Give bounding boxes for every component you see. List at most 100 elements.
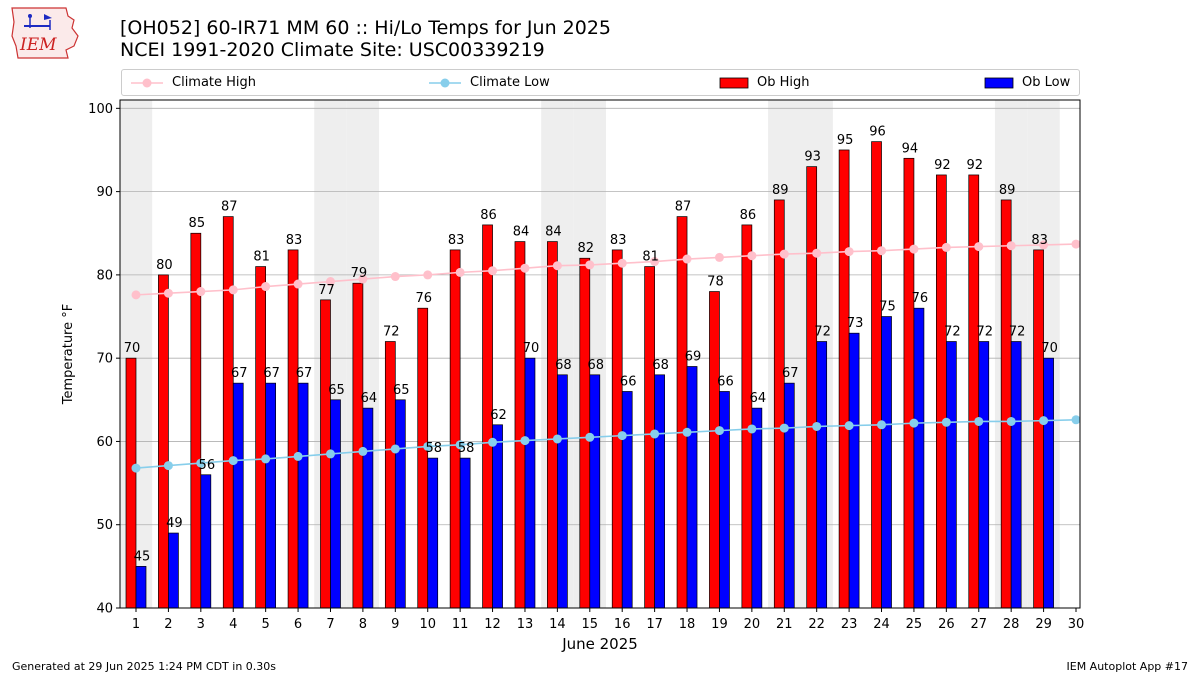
ob-low-bar-label: 66 (717, 374, 734, 389)
climate-low-point (1006, 416, 1016, 426)
y-tick-label: 80 (96, 268, 113, 283)
climate-low-point (714, 426, 724, 436)
ob-low-bar (1010, 341, 1022, 609)
x-tick-label: 29 (1035, 617, 1052, 632)
climate-high-point (682, 254, 692, 264)
climate-high-point (228, 285, 238, 295)
climate-high-point (196, 287, 206, 297)
legend-label-climate-high: Climate High (172, 75, 257, 90)
legend-item-ob-high: Ob High (719, 70, 810, 95)
ob-low-bar-label: 72 (944, 325, 961, 340)
ob-high-bar-label: 93 (804, 150, 821, 165)
x-tick-label: 25 (906, 617, 923, 632)
climate-high-point (617, 258, 627, 268)
ob-low-bar-label: 62 (490, 408, 507, 423)
climate-high-point (779, 249, 789, 259)
climate-high-point (488, 266, 498, 276)
ob-high-bar-label: 79 (351, 266, 368, 281)
climate-high-point (293, 279, 303, 289)
plot-frame (119, 99, 1081, 609)
climate-high-point (812, 248, 822, 258)
ob-low-bar-label: 49 (166, 516, 183, 531)
ob-high-bar-label: 89 (772, 183, 789, 198)
ob-high-bar-label: 96 (869, 125, 886, 140)
climate-low-point (261, 454, 271, 464)
climate-low-point (1039, 416, 1049, 426)
climate-low-point (779, 423, 789, 433)
ob-high-bar (255, 266, 267, 609)
x-tick-label: 15 (582, 617, 599, 632)
legend-label-climate-low: Climate Low (470, 75, 550, 90)
climate-high-point (844, 247, 854, 257)
ob-low-bar (783, 382, 795, 609)
climate-high-point (423, 270, 433, 280)
y-tick-label: 70 (96, 352, 113, 367)
chart-legend: Climate High Climate Low Ob High Ob Low (121, 69, 1080, 96)
ob-high-bar (773, 199, 785, 609)
x-tick-label: 17 (646, 617, 663, 632)
climate-high-point (1006, 241, 1016, 251)
x-tick-label: 11 (452, 617, 469, 632)
ob-low-bar (492, 424, 503, 609)
climate-high-point (261, 282, 271, 292)
ob-low-bar-label: 65 (393, 383, 410, 398)
ob-high-bar (838, 149, 850, 609)
ob-low-bar-label: 72 (814, 325, 831, 340)
ob-low-bar (297, 382, 309, 609)
x-tick-label: 2 (164, 617, 172, 632)
ob-high-bar (158, 274, 169, 609)
climate-high-point (941, 242, 951, 252)
climate-low-point (844, 421, 854, 431)
x-tick-label: 12 (484, 617, 501, 632)
x-tick-label: 18 (679, 617, 696, 632)
climate-low-point (812, 421, 822, 431)
ob-low-bar-label: 67 (231, 366, 248, 381)
ob-high-bar (417, 307, 429, 609)
ob-high-bar-label: 81 (642, 250, 659, 265)
ob-low-bar (816, 341, 828, 609)
climate-low-point (1071, 415, 1081, 425)
ob-high-bar-label: 87 (221, 200, 238, 215)
ob-high-bar (222, 216, 234, 609)
ob-high-bar (547, 241, 558, 609)
ob-high-bar-label: 81 (253, 250, 270, 265)
ob-high-bar-label: 82 (578, 241, 595, 256)
climate-high-point (1071, 239, 1081, 249)
ob-high-bar (709, 291, 720, 609)
climate-low-point (488, 437, 498, 447)
climate-high-line (135, 243, 1077, 296)
ob-low-bar (881, 316, 892, 609)
ob-low-bar (200, 474, 212, 609)
ob-low-bar-label: 69 (685, 349, 702, 364)
ob-low-bar-label: 70 (1041, 341, 1058, 356)
ob-high-bar-label: 94 (902, 141, 919, 156)
climate-high-point (714, 252, 724, 262)
y-tick-label: 50 (96, 518, 113, 533)
ob-high-bar-label: 70 (124, 341, 141, 356)
climate-low-point (941, 417, 951, 427)
logo-text: IEM (19, 35, 57, 55)
ob-low-bar-label: 67 (296, 366, 313, 381)
ob-low-bar (621, 391, 633, 609)
climate-low-point (877, 420, 887, 430)
y-tick-label: 90 (96, 185, 113, 200)
ob-high-bar-label: 77 (318, 283, 335, 298)
ob-high-bar-label: 95 (837, 133, 854, 148)
app-credit: IEM Autoplot App #17 (1066, 660, 1189, 673)
climate-low-point (131, 463, 141, 473)
ob-low-bar (978, 341, 990, 609)
y-tick-label: 60 (96, 435, 113, 450)
ob-low-bar (589, 374, 601, 609)
climate-high-point (358, 274, 368, 284)
climate-low-line (135, 418, 1077, 469)
ob-low-bar (135, 566, 147, 609)
climate-low-point (552, 434, 562, 444)
x-tick-label: 26 (938, 617, 955, 632)
climate-low-point (293, 451, 303, 461)
ob-high-bar-label: 85 (189, 216, 206, 231)
ob-high-bar (352, 282, 364, 609)
climate-low-point (747, 424, 757, 434)
ob-high-bar (611, 249, 623, 609)
ob-low-bar (168, 532, 179, 609)
